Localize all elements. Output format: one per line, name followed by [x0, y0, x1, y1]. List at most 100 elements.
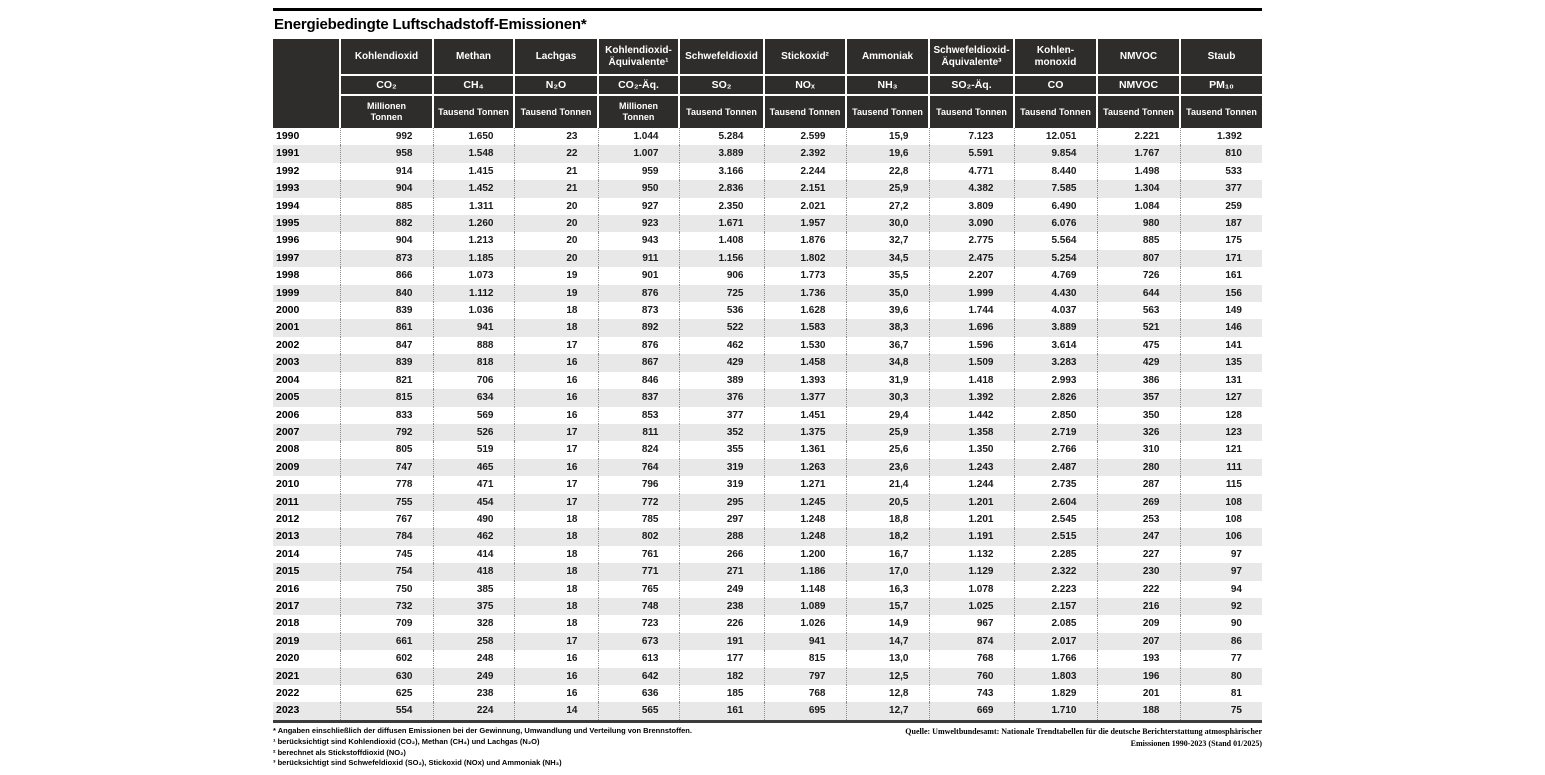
- cell: 901: [597, 267, 679, 285]
- cell: 1.392: [928, 389, 1014, 407]
- table-row: 2001 861 941 18 892 522 1.583 38,3 1.696 3.889 521…: [273, 319, 1262, 337]
- cell: 748: [597, 597, 679, 616]
- row-year: 2010: [276, 478, 300, 491]
- column-header-formula: N₂O: [514, 75, 599, 96]
- cell: 1.458: [763, 354, 846, 372]
- cell: 1.129: [928, 563, 1014, 581]
- cell: 760: [928, 667, 1014, 685]
- column-header-unit: Tausend Tonnen: [514, 95, 599, 128]
- cell: 634: [432, 389, 514, 407]
- cell: 21,4: [845, 476, 929, 494]
- cell: 706: [432, 371, 514, 390]
- cell: 17: [513, 423, 598, 442]
- column-header-name: Kohlendioxid-Äquivalente¹: [598, 39, 680, 76]
- row-year: 1997: [276, 251, 300, 264]
- cell: 81: [1179, 685, 1262, 703]
- cell: 797: [763, 667, 846, 685]
- cell: 75: [1179, 702, 1262, 720]
- cell: 350: [1096, 406, 1180, 424]
- cell: 1.498: [1096, 162, 1180, 181]
- cell: 17: [513, 441, 598, 459]
- table-row: 2006 833 569 16 853 377 1.451 29,4 1.442 2.850 350…: [273, 406, 1262, 424]
- cell: 1.026: [763, 615, 846, 633]
- cell: 385: [432, 580, 514, 598]
- table-row: 2011 755 454 17 772 295 1.245 20,5 1.201 2.604 269…: [273, 493, 1262, 511]
- cell: 723: [597, 615, 679, 633]
- cell: 30,3: [845, 389, 929, 407]
- column-header-formula: CH₄: [433, 75, 515, 96]
- cell: 216: [1096, 597, 1180, 616]
- cell: 1.245: [763, 493, 846, 511]
- cell: 175: [1179, 232, 1262, 250]
- cell: 230: [1096, 563, 1180, 581]
- cell: 4.037: [1013, 302, 1097, 320]
- cell: 266: [678, 545, 764, 564]
- cell: 17: [513, 632, 598, 651]
- cell: 2.151: [763, 180, 846, 198]
- column-header-unit: Millionen Tonnen: [340, 95, 434, 128]
- header-row-formulas: CO₂ CH₄ N₂O CO₂-Äq. SO₂ NOₓ NH₃ SO₂-Äq. CO NMVOC P…: [273, 75, 1262, 96]
- cell: 839: [339, 302, 433, 320]
- column-header-name: Kohlendioxid: [340, 39, 434, 76]
- emissions-table: Kohlendioxid Methan Lachgas Kohlendioxid-Äq…: [273, 39, 1262, 720]
- cell: 259: [1179, 197, 1262, 216]
- table-header: Kohlendioxid Methan Lachgas Kohlendioxid-Äq…: [273, 39, 1262, 128]
- cell: 732: [339, 597, 433, 616]
- cell: 253: [1096, 510, 1180, 529]
- table-row: 2008 805 519 17 824 355 1.361 25,6 1.350 2.766 310…: [273, 441, 1262, 459]
- cell: 1.418: [928, 371, 1014, 390]
- cell: 238: [678, 597, 764, 616]
- cell: 1.132: [928, 545, 1014, 564]
- cell: 22: [513, 145, 598, 163]
- cell: 182: [678, 667, 764, 685]
- cell: 14,7: [845, 632, 929, 651]
- cell: 238: [432, 685, 514, 703]
- cell: 602: [339, 650, 433, 668]
- cell: 1.358: [928, 423, 1014, 442]
- cell: 1.304: [1096, 180, 1180, 198]
- cell: 785: [597, 510, 679, 529]
- cell: 2.021: [763, 197, 846, 216]
- cell: 1.999: [928, 284, 1014, 303]
- cell: 1.650: [432, 128, 514, 146]
- cell: 193: [1096, 650, 1180, 668]
- cell: 1.200: [763, 545, 846, 564]
- cell: 357: [1096, 389, 1180, 407]
- column-header-name: Methan: [433, 39, 515, 76]
- cell: 904: [339, 232, 433, 250]
- cell: 1.186: [763, 563, 846, 581]
- cell: 2.244: [763, 162, 846, 181]
- cell: 16: [513, 406, 598, 424]
- cell: 227: [1096, 545, 1180, 564]
- cell: 778: [339, 476, 433, 494]
- cell: 1.112: [432, 284, 514, 303]
- cell: 295: [678, 493, 764, 511]
- cell: 874: [928, 632, 1014, 651]
- cell: 375: [432, 597, 514, 616]
- column-header-formula: CO: [1014, 75, 1098, 96]
- cell: 29,4: [845, 406, 929, 424]
- row-year: 1999: [276, 286, 300, 299]
- cell: 4.771: [928, 162, 1014, 181]
- cell: 2.392: [763, 145, 846, 163]
- cell: 16: [513, 667, 598, 685]
- row-year: 2013: [276, 530, 300, 543]
- row-year: 2012: [276, 512, 300, 525]
- cell: 892: [597, 319, 679, 337]
- cell: 177: [678, 650, 764, 668]
- cell: 2.719: [1013, 423, 1097, 442]
- cell: 1.596: [928, 336, 1014, 355]
- cell: 3.614: [1013, 336, 1097, 355]
- row-year: 2014: [276, 547, 300, 560]
- cell: 18: [513, 528, 598, 546]
- cell: 3.809: [928, 197, 1014, 216]
- cell: 1.736: [763, 284, 846, 303]
- cell: 807: [1096, 249, 1180, 268]
- cell: 389: [678, 371, 764, 390]
- column-header-name: NMVOC: [1097, 39, 1181, 76]
- table-row: 2009 747 465 16 764 319 1.263 23,6 1.243 2.487 280…: [273, 458, 1262, 477]
- cell: 2.735: [1013, 476, 1097, 494]
- cell: 2.775: [928, 232, 1014, 250]
- cell: 1.744: [928, 302, 1014, 320]
- column-header-unit: Tausend Tonnen: [846, 95, 930, 128]
